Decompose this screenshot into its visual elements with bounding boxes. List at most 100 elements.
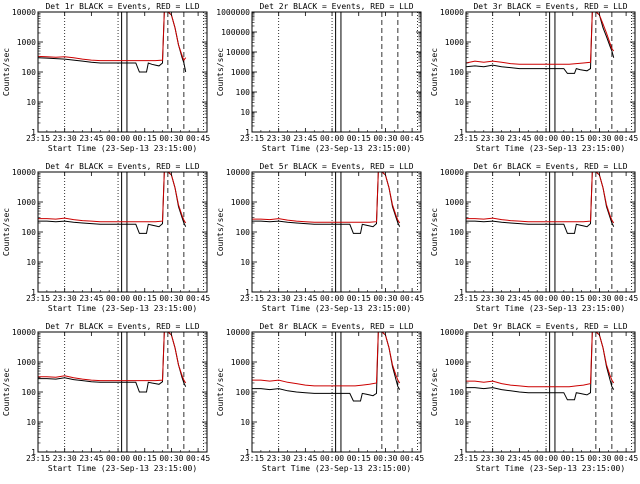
x-tick-label: 00:15 xyxy=(561,134,585,143)
x-tick-label: 00:45 xyxy=(400,454,424,463)
x-axis-label: Start Time (23-Sep-13 23:15:00) xyxy=(476,464,625,473)
y-tick-label: 1 xyxy=(459,448,464,457)
x-tick-label: 23:30 xyxy=(481,134,505,143)
lld-series-line xyxy=(252,331,401,387)
y-tick-label: 10000 xyxy=(12,8,36,17)
x-tick-label: 23:30 xyxy=(53,294,77,303)
y-tick-label: 10 xyxy=(26,258,36,267)
y-tick-label: 10 xyxy=(240,258,250,267)
panel-title: Det 6r BLACK = Events, RED = LLD xyxy=(473,162,627,171)
x-tick-label: 23:15 xyxy=(240,134,264,143)
x-tick-label: 00:15 xyxy=(561,294,585,303)
y-axis-label: Counts/sec xyxy=(430,368,439,416)
x-tick-label: 00:15 xyxy=(133,294,157,303)
x-axis-label: Start Time (23-Sep-13 23:15:00) xyxy=(476,304,625,313)
x-axis-label: Start Time (23-Sep-13 23:15:00) xyxy=(48,304,197,313)
lld-series-line xyxy=(252,171,401,224)
x-tick-label: 00:45 xyxy=(186,294,210,303)
x-axis-label: Start Time (23-Sep-13 23:15:00) xyxy=(48,144,197,153)
x-tick-label: 00:30 xyxy=(587,454,611,463)
x-tick-label: 00:15 xyxy=(347,294,371,303)
x-tick-label: 00:30 xyxy=(159,454,183,463)
x-tick-label: 00:45 xyxy=(614,134,638,143)
x-tick-label: 00:00 xyxy=(106,294,130,303)
plot-frame xyxy=(251,331,422,453)
x-tick-label: 00:30 xyxy=(587,134,611,143)
y-tick-label: 10000 xyxy=(440,168,464,177)
x-tick-label: 00:00 xyxy=(320,294,344,303)
chart-panel-8: Det 8r BLACK = Events, RED = LLD 1 10 100 10… xyxy=(216,322,424,473)
y-axis-label: Counts/sec xyxy=(2,208,11,256)
y-tick-label: 10000 xyxy=(440,8,464,17)
plot-frame xyxy=(465,331,636,453)
x-tick-label: 23:45 xyxy=(79,454,103,463)
y-tick-label: 100 xyxy=(450,68,465,77)
y-tick-label: 100000 xyxy=(221,28,250,37)
panel-title: Det 1r BLACK = Events, RED = LLD xyxy=(45,2,199,11)
y-tick-label: 1 xyxy=(31,448,36,457)
plot-frame xyxy=(465,171,636,293)
plot-frame xyxy=(37,171,208,293)
plot-frame xyxy=(37,331,208,453)
x-axis-label: Start Time (23-Sep-13 23:15:00) xyxy=(262,144,411,153)
y-tick-label: 100 xyxy=(236,228,251,237)
y-tick-label: 100 xyxy=(450,228,465,237)
y-tick-label: 1000 xyxy=(445,358,464,367)
x-tick-label: 23:15 xyxy=(454,294,478,303)
x-tick-label: 00:45 xyxy=(400,294,424,303)
x-tick-label: 23:45 xyxy=(79,294,103,303)
x-tick-label: 00:00 xyxy=(534,134,558,143)
x-tick-label: 23:30 xyxy=(267,134,291,143)
x-tick-label: 23:15 xyxy=(454,134,478,143)
x-tick-label: 23:30 xyxy=(481,454,505,463)
chart-panel-3: Det 3r BLACK = Events, RED = LLD 1 10 100 10… xyxy=(430,2,638,153)
y-tick-label: 1000 xyxy=(17,358,36,367)
x-tick-label: 23:15 xyxy=(454,454,478,463)
x-axis-label: Start Time (23-Sep-13 23:15:00) xyxy=(262,464,411,473)
y-tick-label: 10000 xyxy=(12,328,36,337)
lld-series-line xyxy=(466,171,615,224)
x-tick-label: 00:45 xyxy=(614,294,638,303)
y-tick-label: 100 xyxy=(22,68,37,77)
chart-panel-7: Det 7r BLACK = Events, RED = LLD 1 10 100 10… xyxy=(2,322,210,473)
y-tick-label: 100 xyxy=(236,388,251,397)
lld-series-line xyxy=(466,331,615,388)
y-tick-label: 1 xyxy=(31,128,36,137)
x-tick-label: 23:45 xyxy=(507,294,531,303)
y-tick-label: 10 xyxy=(240,108,250,117)
lld-series-line xyxy=(37,11,187,62)
y-tick-label: 100 xyxy=(236,88,251,97)
y-tick-label: 1000 xyxy=(17,38,36,47)
panel-title: Det 4r BLACK = Events, RED = LLD xyxy=(45,162,199,171)
panel-title: Det 3r BLACK = Events, RED = LLD xyxy=(473,2,627,11)
y-tick-label: 100 xyxy=(22,388,37,397)
chart-panel-1: Det 1r BLACK = Events, RED = LLD 1 10 100 10… xyxy=(2,2,210,153)
panel-title: Det 7r BLACK = Events, RED = LLD xyxy=(45,322,199,331)
y-tick-label: 10000 xyxy=(226,48,250,57)
chart-panel-9: Det 9r BLACK = Events, RED = LLD 1 10 100 10… xyxy=(430,322,638,473)
y-tick-label: 1 xyxy=(31,288,36,297)
y-tick-label: 10000 xyxy=(226,328,250,337)
x-tick-label: 00:45 xyxy=(186,454,210,463)
x-tick-label: 00:30 xyxy=(373,134,397,143)
x-tick-label: 23:45 xyxy=(507,134,531,143)
y-tick-label: 1000 xyxy=(445,198,464,207)
y-tick-label: 10000 xyxy=(440,328,464,337)
x-tick-label: 23:45 xyxy=(293,454,317,463)
y-tick-label: 1 xyxy=(245,128,250,137)
plot-frame xyxy=(251,171,422,293)
x-tick-label: 00:45 xyxy=(614,454,638,463)
x-tick-label: 00:00 xyxy=(534,454,558,463)
x-tick-label: 00:45 xyxy=(186,134,210,143)
panel-title: Det 5r BLACK = Events, RED = LLD xyxy=(259,162,413,171)
x-axis-label: Start Time (23-Sep-13 23:15:00) xyxy=(262,304,411,313)
x-tick-label: 00:15 xyxy=(133,134,157,143)
x-tick-label: 00:00 xyxy=(106,134,130,143)
x-tick-label: 00:00 xyxy=(534,294,558,303)
x-tick-label: 23:45 xyxy=(79,134,103,143)
y-tick-label: 1 xyxy=(459,288,464,297)
x-tick-label: 00:15 xyxy=(561,454,585,463)
x-tick-label: 23:45 xyxy=(293,294,317,303)
